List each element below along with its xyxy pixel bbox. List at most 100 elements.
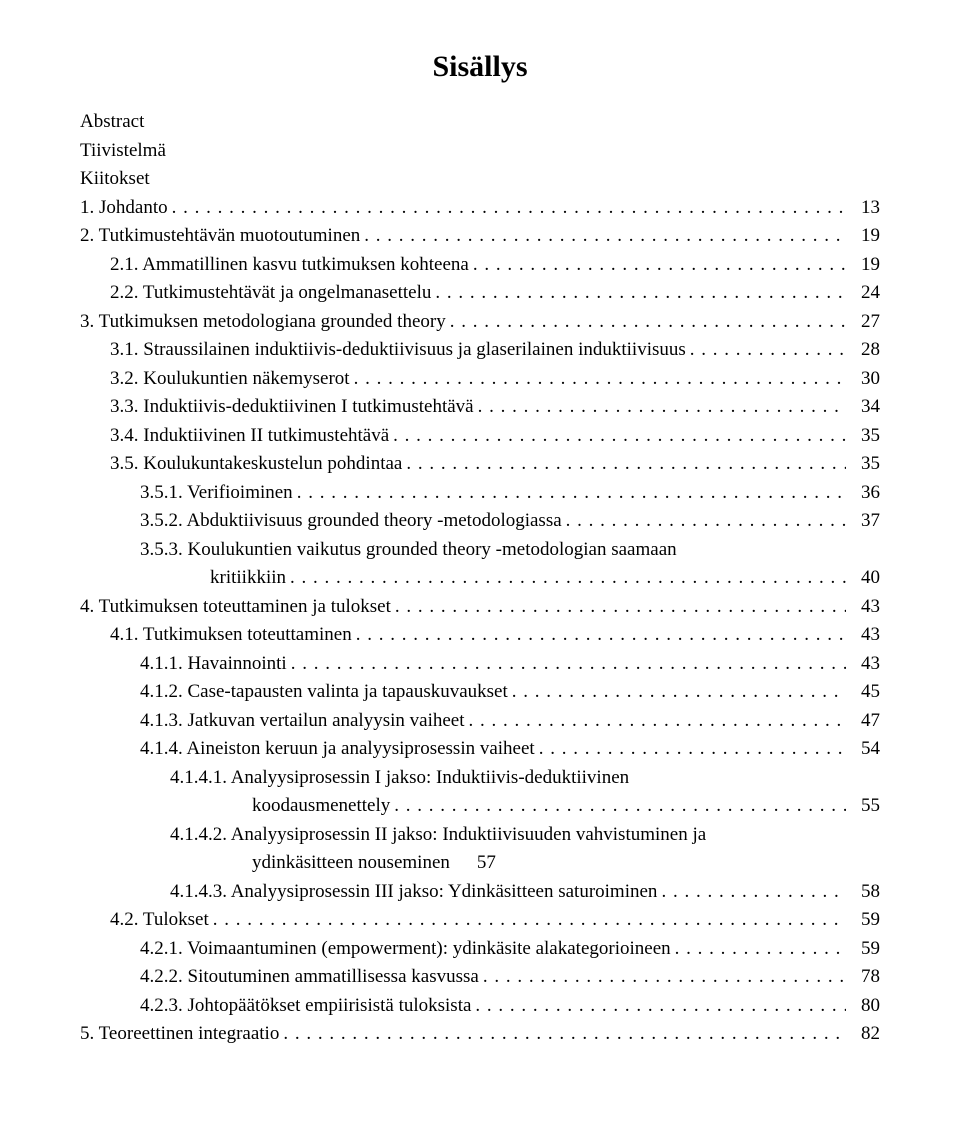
toc-entry: 4.1.3. Jatkuvan vertailun analyysin vaih… — [80, 707, 880, 736]
toc-entry: 3. Tutkimuksen metodologiana grounded th… — [80, 308, 880, 337]
toc-page-number: 34 — [852, 393, 880, 422]
toc-entry: 4.2.1. Voimaantuminen (empowerment): ydi… — [80, 935, 880, 964]
leader-dots — [291, 650, 846, 679]
toc-page-number: 13 — [852, 194, 880, 223]
toc-page-number: 59 — [852, 935, 880, 964]
leader-dots — [172, 194, 846, 223]
leader-dots — [393, 422, 846, 451]
toc-entry-label: 4.1. Tutkimuksen toteuttaminen — [110, 621, 352, 650]
toc-entry-continuation: koodausmenettely 55 — [80, 792, 880, 821]
toc-page-number: 43 — [852, 650, 880, 679]
toc-entry: 2.1. Ammatillinen kasvu tutkimuksen koht… — [80, 251, 880, 280]
toc-entry-label: 4.2.1. Voimaantuminen (empowerment): ydi… — [140, 935, 671, 964]
toc-entry-label: 3.1. Straussilainen induktiivis-deduktii… — [110, 336, 686, 365]
toc-entry-label: 4.2.2. Sitoutuminen ammatillisessa kasvu… — [140, 963, 479, 992]
toc-entry: 4. Tutkimuksen toteuttaminen ja tulokset… — [80, 593, 880, 622]
leader-dots — [297, 479, 846, 508]
toc-page-number: 28 — [852, 336, 880, 365]
leader-dots — [566, 507, 846, 536]
toc-entry-label: 3.5.2. Abduktiivisuus grounded theory -m… — [140, 507, 562, 536]
leader-dots — [478, 393, 846, 422]
toc-entry-continuation: kritiikkiin 40 — [80, 564, 880, 593]
toc-entry-label: 4.2. Tulokset — [110, 906, 209, 935]
leader-dots — [539, 735, 846, 764]
toc-page-number: 24 — [852, 279, 880, 308]
toc-entry: 3.2. Koulukuntien näkemyserot 30 — [80, 365, 880, 394]
leader-dots — [469, 707, 847, 736]
toc-page-number: 36 — [852, 479, 880, 508]
leader-dots — [395, 593, 846, 622]
toc-entry-label: 4.1.3. Jatkuvan vertailun analyysin vaih… — [140, 707, 465, 736]
toc-entry: 4.2.2. Sitoutuminen ammatillisessa kasvu… — [80, 963, 880, 992]
front-matter-item: Abstract — [80, 108, 880, 137]
toc-page-number: 54 — [852, 735, 880, 764]
toc-entry: 4.1.4.3. Analyysiprosessin III jakso: Yd… — [80, 878, 880, 907]
toc-entry: 3.5. Koulukuntakeskustelun pohdintaa 35 — [80, 450, 880, 479]
leader-dots — [213, 906, 846, 935]
leader-dots — [661, 878, 846, 907]
toc-entry-label: 2. Tutkimustehtävän muotoutuminen — [80, 222, 360, 251]
toc-page-number: 19 — [852, 251, 880, 280]
toc-entry-label: 3.5.1. Verifioiminen — [140, 479, 293, 508]
toc-entry-label: 4.1.4.3. Analyysiprosessin III jakso: Yd… — [170, 878, 657, 907]
toc-page-number: 47 — [852, 707, 880, 736]
leader-dots — [675, 935, 846, 964]
toc-entry-label: 4.1.1. Havainnointi — [140, 650, 287, 679]
front-matter: AbstractTiivistelmäKiitokset — [80, 108, 880, 194]
toc-entry: 4.2. Tulokset59 — [80, 906, 880, 935]
toc-entry-label: 3.3. Induktiivis-deduktiivinen I tutkimu… — [110, 393, 474, 422]
front-matter-item: Kiitokset — [80, 165, 880, 194]
toc-page-number: 55 — [852, 792, 880, 821]
toc-entry-label: 3.5.3. Koulukuntien vaikutus grounded th… — [140, 536, 677, 565]
toc-entry: 2.2. Tutkimustehtävät ja ongelmanasettel… — [80, 279, 880, 308]
toc-entry: 3.5.2. Abduktiivisuus grounded theory -m… — [80, 507, 880, 536]
toc-entry-label: 5. Teoreettinen integraatio — [80, 1020, 279, 1049]
toc-entry-label: 3.2. Koulukuntien näkemyserot — [110, 365, 350, 394]
toc-entry: 3.3. Induktiivis-deduktiivinen I tutkimu… — [80, 393, 880, 422]
toc-entry: 1. Johdanto 13 — [80, 194, 880, 223]
toc-page-number: 45 — [852, 678, 880, 707]
toc-page-number: 58 — [852, 878, 880, 907]
toc-entry-label: 4.2.3. Johtopäätökset empiirisistä tulok… — [140, 992, 471, 1021]
toc-entry-label: koodausmenettely — [170, 792, 390, 821]
toc-page-number: 30 — [852, 365, 880, 394]
toc-entry: 4.1.4.1. Analyysiprosessin I jakso: Indu… — [80, 764, 880, 793]
toc-page-number: 35 — [852, 450, 880, 479]
front-matter-item: Tiivistelmä — [80, 137, 880, 166]
toc-entry: 4.1. Tutkimuksen toteuttaminen43 — [80, 621, 880, 650]
toc-page-number: 57 — [468, 849, 496, 878]
toc-entry-label: 4.1.2. Case-tapausten valinta ja tapausk… — [140, 678, 508, 707]
leader-dots — [394, 792, 846, 821]
toc-page-number: 40 — [852, 564, 880, 593]
leader-dots — [473, 251, 846, 280]
leader-dots — [512, 678, 846, 707]
toc-entry: 3.4. Induktiivinen II tutkimustehtävä35 — [80, 422, 880, 451]
toc-entry: 2. Tutkimustehtävän muotoutuminen19 — [80, 222, 880, 251]
leader-dots — [283, 1020, 846, 1049]
toc-page-number: 37 — [852, 507, 880, 536]
toc-entry-label: 4.1.4.2. Analyysiprosessin II jakso: Ind… — [170, 821, 706, 850]
leader-dots — [354, 365, 846, 394]
toc-entry-continuation: ydinkäsitteen nouseminen57 — [80, 849, 880, 878]
toc-page-number: 35 — [852, 422, 880, 451]
toc-page-number: 82 — [852, 1020, 880, 1049]
leader-dots — [475, 992, 846, 1021]
leader-dots — [483, 963, 846, 992]
leader-dots — [290, 564, 846, 593]
leader-dots — [435, 279, 846, 308]
toc-entry-label: 4.1.4. Aineiston keruun ja analyysiprose… — [140, 735, 535, 764]
toc-page-number: 78 — [852, 963, 880, 992]
toc-list: 1. Johdanto132. Tutkimustehtävän muotout… — [80, 194, 880, 1049]
toc-entry: 4.2.3. Johtopäätökset empiirisistä tulok… — [80, 992, 880, 1021]
leader-dots — [356, 621, 846, 650]
toc-entry-label: 2.1. Ammatillinen kasvu tutkimuksen koht… — [110, 251, 469, 280]
toc-entry-label: 3.5. Koulukuntakeskustelun pohdintaa — [110, 450, 402, 479]
toc-entry-label: kritiikkiin — [140, 564, 286, 593]
page: Sisällys AbstractTiivistelmäKiitokset 1.… — [0, 0, 960, 1129]
toc-title: Sisällys — [80, 50, 880, 84]
toc-entry: 4.1.1. Havainnointi 43 — [80, 650, 880, 679]
toc-entry-label: 4.1.4.1. Analyysiprosessin I jakso: Indu… — [170, 764, 629, 793]
toc-entry-label: 1. Johdanto — [80, 194, 168, 223]
toc-page-number: 27 — [852, 308, 880, 337]
toc-entry: 4.1.4. Aineiston keruun ja analyysiprose… — [80, 735, 880, 764]
